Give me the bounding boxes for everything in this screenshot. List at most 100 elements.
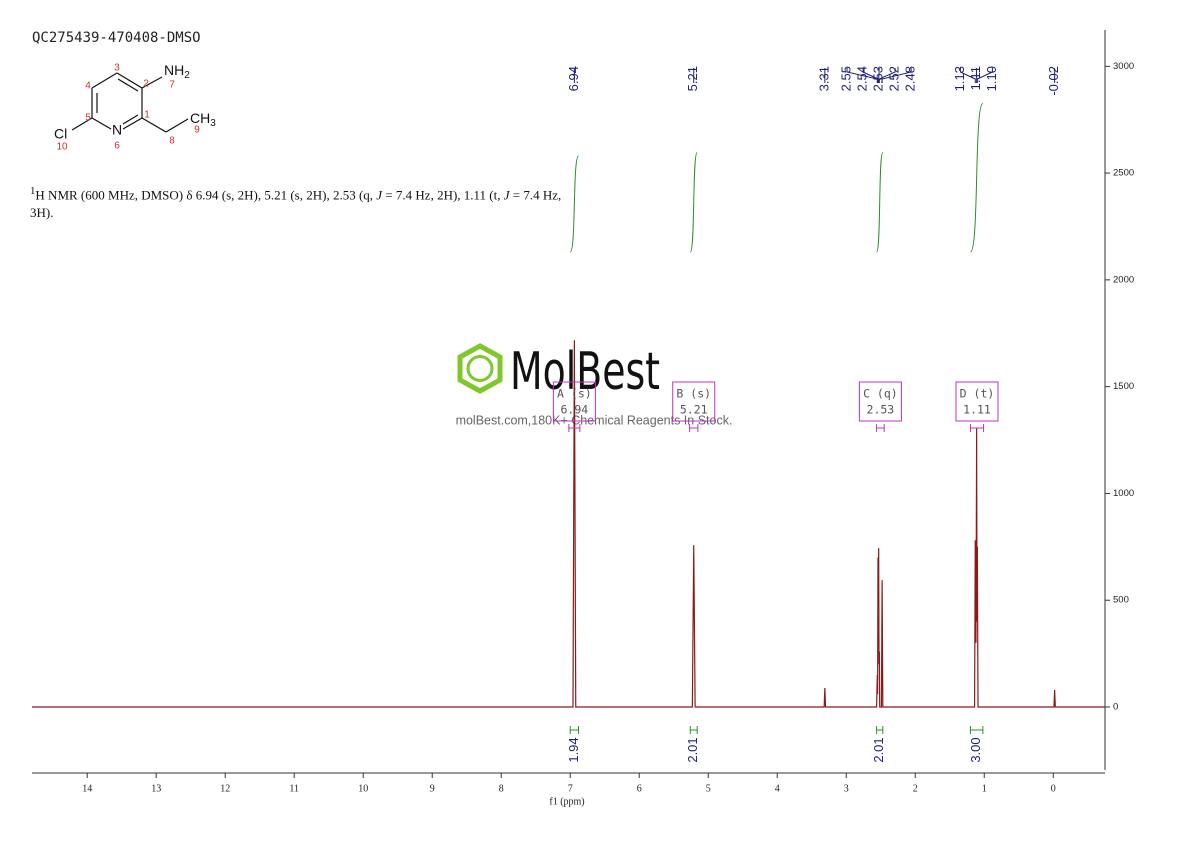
desc-part: = 7.4 Hz, <box>509 187 562 203</box>
integral-value: 3.00 <box>968 737 983 762</box>
multiplet-shift: 5.21 <box>680 403 708 417</box>
multiplet-shift: 2.53 <box>867 403 895 417</box>
desc-part: 1 <box>30 185 36 197</box>
integral-bracket <box>569 726 580 734</box>
atom-number: 2 <box>143 79 149 90</box>
x-tick-label: 14 <box>82 783 92 794</box>
multiplet-box <box>672 381 716 422</box>
y-tick-label: 2500 <box>1113 168 1134 179</box>
atom-sub: 3 <box>210 118 216 129</box>
multiplet-shift: 1.11 <box>963 403 991 417</box>
peak-leader <box>959 68 976 83</box>
atom-number: 1 <box>144 110 150 121</box>
atom-sub: 2 <box>184 70 190 81</box>
multiplet-box <box>552 381 596 422</box>
integral-value: 2.01 <box>685 737 700 762</box>
integral-value: 2.01 <box>871 737 886 762</box>
peak-leader <box>862 68 879 83</box>
atom-number: 8 <box>169 136 175 147</box>
atom-number: 4 <box>85 81 91 92</box>
y-tick-label: 500 <box>1113 595 1129 606</box>
peak-leader <box>878 68 896 83</box>
x-tick-label: 13 <box>151 783 161 794</box>
x-tick-label: 3 <box>844 783 849 794</box>
atom-number: 9 <box>194 125 200 136</box>
watermark-brand: MolBest <box>510 342 660 402</box>
multiplet-label: C (q) <box>863 387 898 401</box>
desc-part: = 7.4 Hz, 2H), 1.11 (t, <box>382 187 504 203</box>
integral-curve <box>569 155 579 253</box>
y-tick-label: 1500 <box>1113 381 1134 392</box>
atom-label: NH2 <box>164 62 190 81</box>
peak-label: 1.13 <box>952 66 967 91</box>
x-tick-label: 1 <box>982 783 987 794</box>
peak-label: 2.52 <box>887 66 902 91</box>
watermark-logo <box>457 343 503 394</box>
peak-label: 5.21 <box>685 66 700 91</box>
desc-part: 3H). <box>30 205 54 221</box>
multiplet-label: B (s) <box>676 387 711 401</box>
multiplet-range <box>876 424 885 432</box>
multiplet-label: D (t) <box>960 387 995 401</box>
multiplet-shift: 6.94 <box>561 403 589 417</box>
peak-label: -0.02 <box>1046 66 1061 96</box>
multiplet-box <box>955 381 999 422</box>
multiplet-range <box>969 424 985 432</box>
peak-leader <box>846 68 878 83</box>
peak-label: 6.94 <box>566 66 581 91</box>
integral-bracket <box>969 726 984 734</box>
peak-label: 1.11 <box>968 66 983 90</box>
atom-number: 5 <box>85 113 91 124</box>
multiplet-range <box>689 424 699 432</box>
y-tick-label: 3000 <box>1113 61 1134 72</box>
atom: CH <box>190 110 210 126</box>
spectrum <box>32 340 1105 708</box>
y-tick-label: 1000 <box>1113 488 1134 499</box>
atom-number: 7 <box>169 80 175 91</box>
peak-leader <box>881 68 912 83</box>
multiplet-range <box>568 424 581 432</box>
integral-curve <box>876 152 884 253</box>
multiplet-box <box>858 381 902 422</box>
peak-label: 2.48 <box>903 66 918 91</box>
title: QC275439-470408-DMSO <box>32 30 201 46</box>
x-tick-label: 10 <box>358 783 368 794</box>
x-tick-label: 12 <box>220 783 230 794</box>
y-tick-label: 2000 <box>1113 274 1134 285</box>
atom-number: 10 <box>56 142 68 153</box>
x-tick-label: 6 <box>637 783 642 794</box>
integral-curve <box>969 103 984 253</box>
integral-bracket <box>876 726 884 734</box>
multiplet-label: A (s) <box>557 387 592 401</box>
watermark-tagline: molBest.com,180K+ Chemical Reagents In S… <box>456 413 733 427</box>
structure <box>71 72 189 133</box>
integral-curve <box>689 152 698 253</box>
x-tick-label: 0 <box>1051 783 1056 794</box>
x-tick-label: 8 <box>499 783 504 794</box>
atom-label: CH3 <box>190 110 216 129</box>
x-tick-label: 7 <box>568 783 573 794</box>
atom-number: 6 <box>114 141 120 152</box>
x-axis-label: f1 (ppm) <box>549 796 584 807</box>
peak-leader <box>976 68 993 83</box>
atom-label: N <box>112 122 122 138</box>
atom-label: Cl <box>54 126 67 142</box>
x-tick-label: 2 <box>913 783 918 794</box>
x-tick-label: 11 <box>289 783 299 794</box>
x-tick-label: 4 <box>775 783 780 794</box>
peak-label: 2.54 <box>855 66 870 91</box>
desc-part: H NMR (600 MHz, DMSO) δ 6.94 (s, 2H), 5.… <box>35 187 377 203</box>
peak-label: 1.10 <box>984 66 999 91</box>
x-tick-label: 9 <box>430 783 435 794</box>
desc-part: J <box>503 187 510 203</box>
y-tick-label: 0 <box>1113 702 1118 713</box>
description: 1H NMR (600 MHz, DMSO) δ 6.94 (s, 2H), 5… <box>30 182 590 222</box>
peak-label: 3.31 <box>816 66 831 91</box>
x-tick-label: 5 <box>706 783 711 794</box>
atom: NH <box>164 62 184 78</box>
desc-part: J <box>376 187 383 203</box>
peak-label: 2.53 <box>871 66 886 91</box>
integral-bracket <box>689 726 698 734</box>
